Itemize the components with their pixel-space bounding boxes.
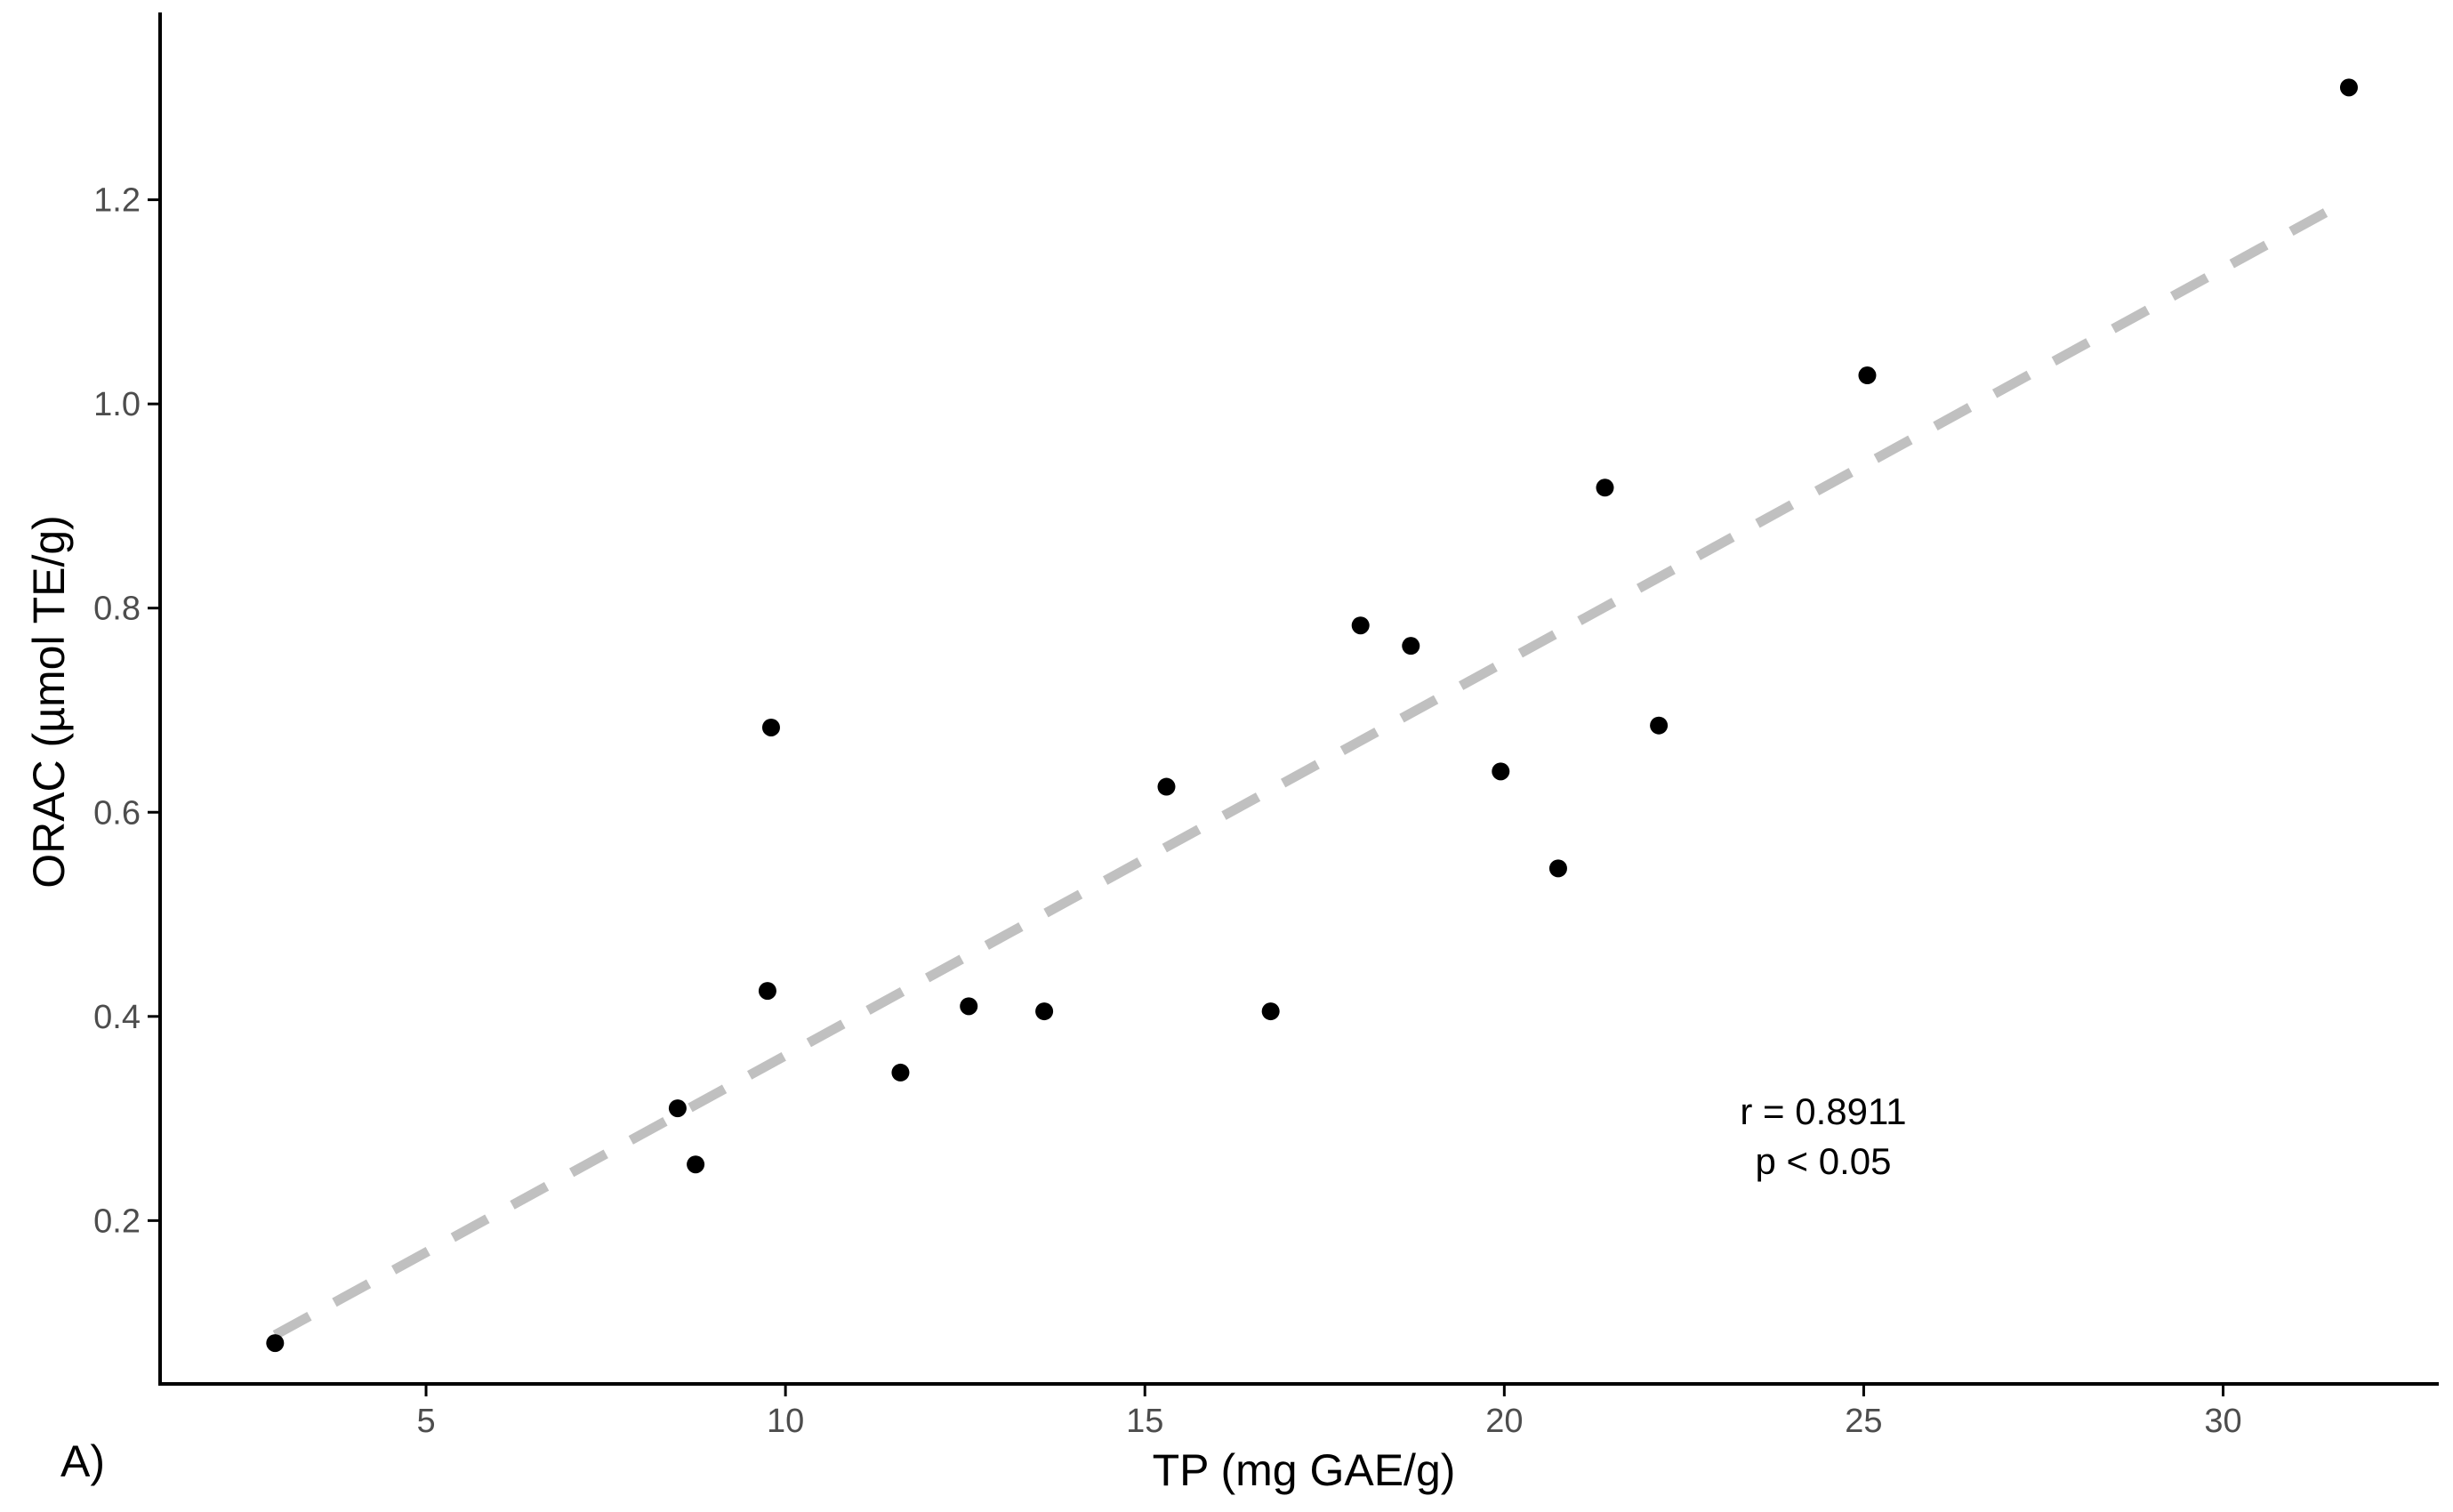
p-value-annotation: p < 0.05 <box>1756 1140 1892 1182</box>
data-point <box>1351 616 1370 635</box>
data-point <box>960 997 978 1016</box>
points-layer <box>266 78 2358 1353</box>
y-tick-label: 0.8 <box>93 591 141 628</box>
fit-layer <box>272 195 2352 1339</box>
y-tick-label: 0.2 <box>93 1202 141 1240</box>
data-point <box>891 1063 910 1082</box>
panel-label: A) <box>60 1436 105 1486</box>
x-tick-label: 10 <box>767 1403 804 1440</box>
data-point <box>1261 1002 1280 1021</box>
data-point <box>1157 777 1176 796</box>
data-point <box>1492 762 1510 781</box>
data-point <box>668 1099 687 1118</box>
y-tick-label: 0.6 <box>93 794 141 832</box>
x-axis-title: TP (mg GAE/g) <box>1153 1445 1456 1495</box>
correlation-annotation: r = 0.8911 <box>1740 1090 1906 1132</box>
x-tick-label: 20 <box>1485 1403 1523 1440</box>
y-tick-label: 1.0 <box>93 386 141 423</box>
y-tick-label: 0.4 <box>93 999 141 1036</box>
y-axis-title: ORAC (µmol TE/g) <box>24 515 74 889</box>
data-point <box>1650 716 1669 735</box>
x-tick-label: 5 <box>416 1403 435 1440</box>
data-point <box>266 1334 285 1353</box>
data-point <box>2339 78 2358 97</box>
x-axis-ticks: 5 10 15 20 25 30 <box>416 1384 2242 1440</box>
x-tick-label: 15 <box>1126 1403 1163 1440</box>
x-tick-label: 25 <box>1845 1403 1882 1440</box>
x-tick-label: 30 <box>2204 1403 2241 1440</box>
y-axis-ticks: 0.2 0.4 0.6 0.8 1.0 1.2 <box>93 182 160 1240</box>
axes-layer <box>158 12 2439 1386</box>
data-point <box>761 718 780 736</box>
data-point <box>1596 479 1614 497</box>
data-point <box>1402 637 1420 655</box>
data-point <box>1035 1002 1054 1021</box>
data-point <box>1548 859 1567 878</box>
y-tick-label: 1.2 <box>93 182 141 220</box>
data-point <box>687 1155 705 1174</box>
data-point <box>758 982 776 1001</box>
regression-fit-line <box>272 195 2352 1339</box>
data-point <box>1858 366 1877 385</box>
